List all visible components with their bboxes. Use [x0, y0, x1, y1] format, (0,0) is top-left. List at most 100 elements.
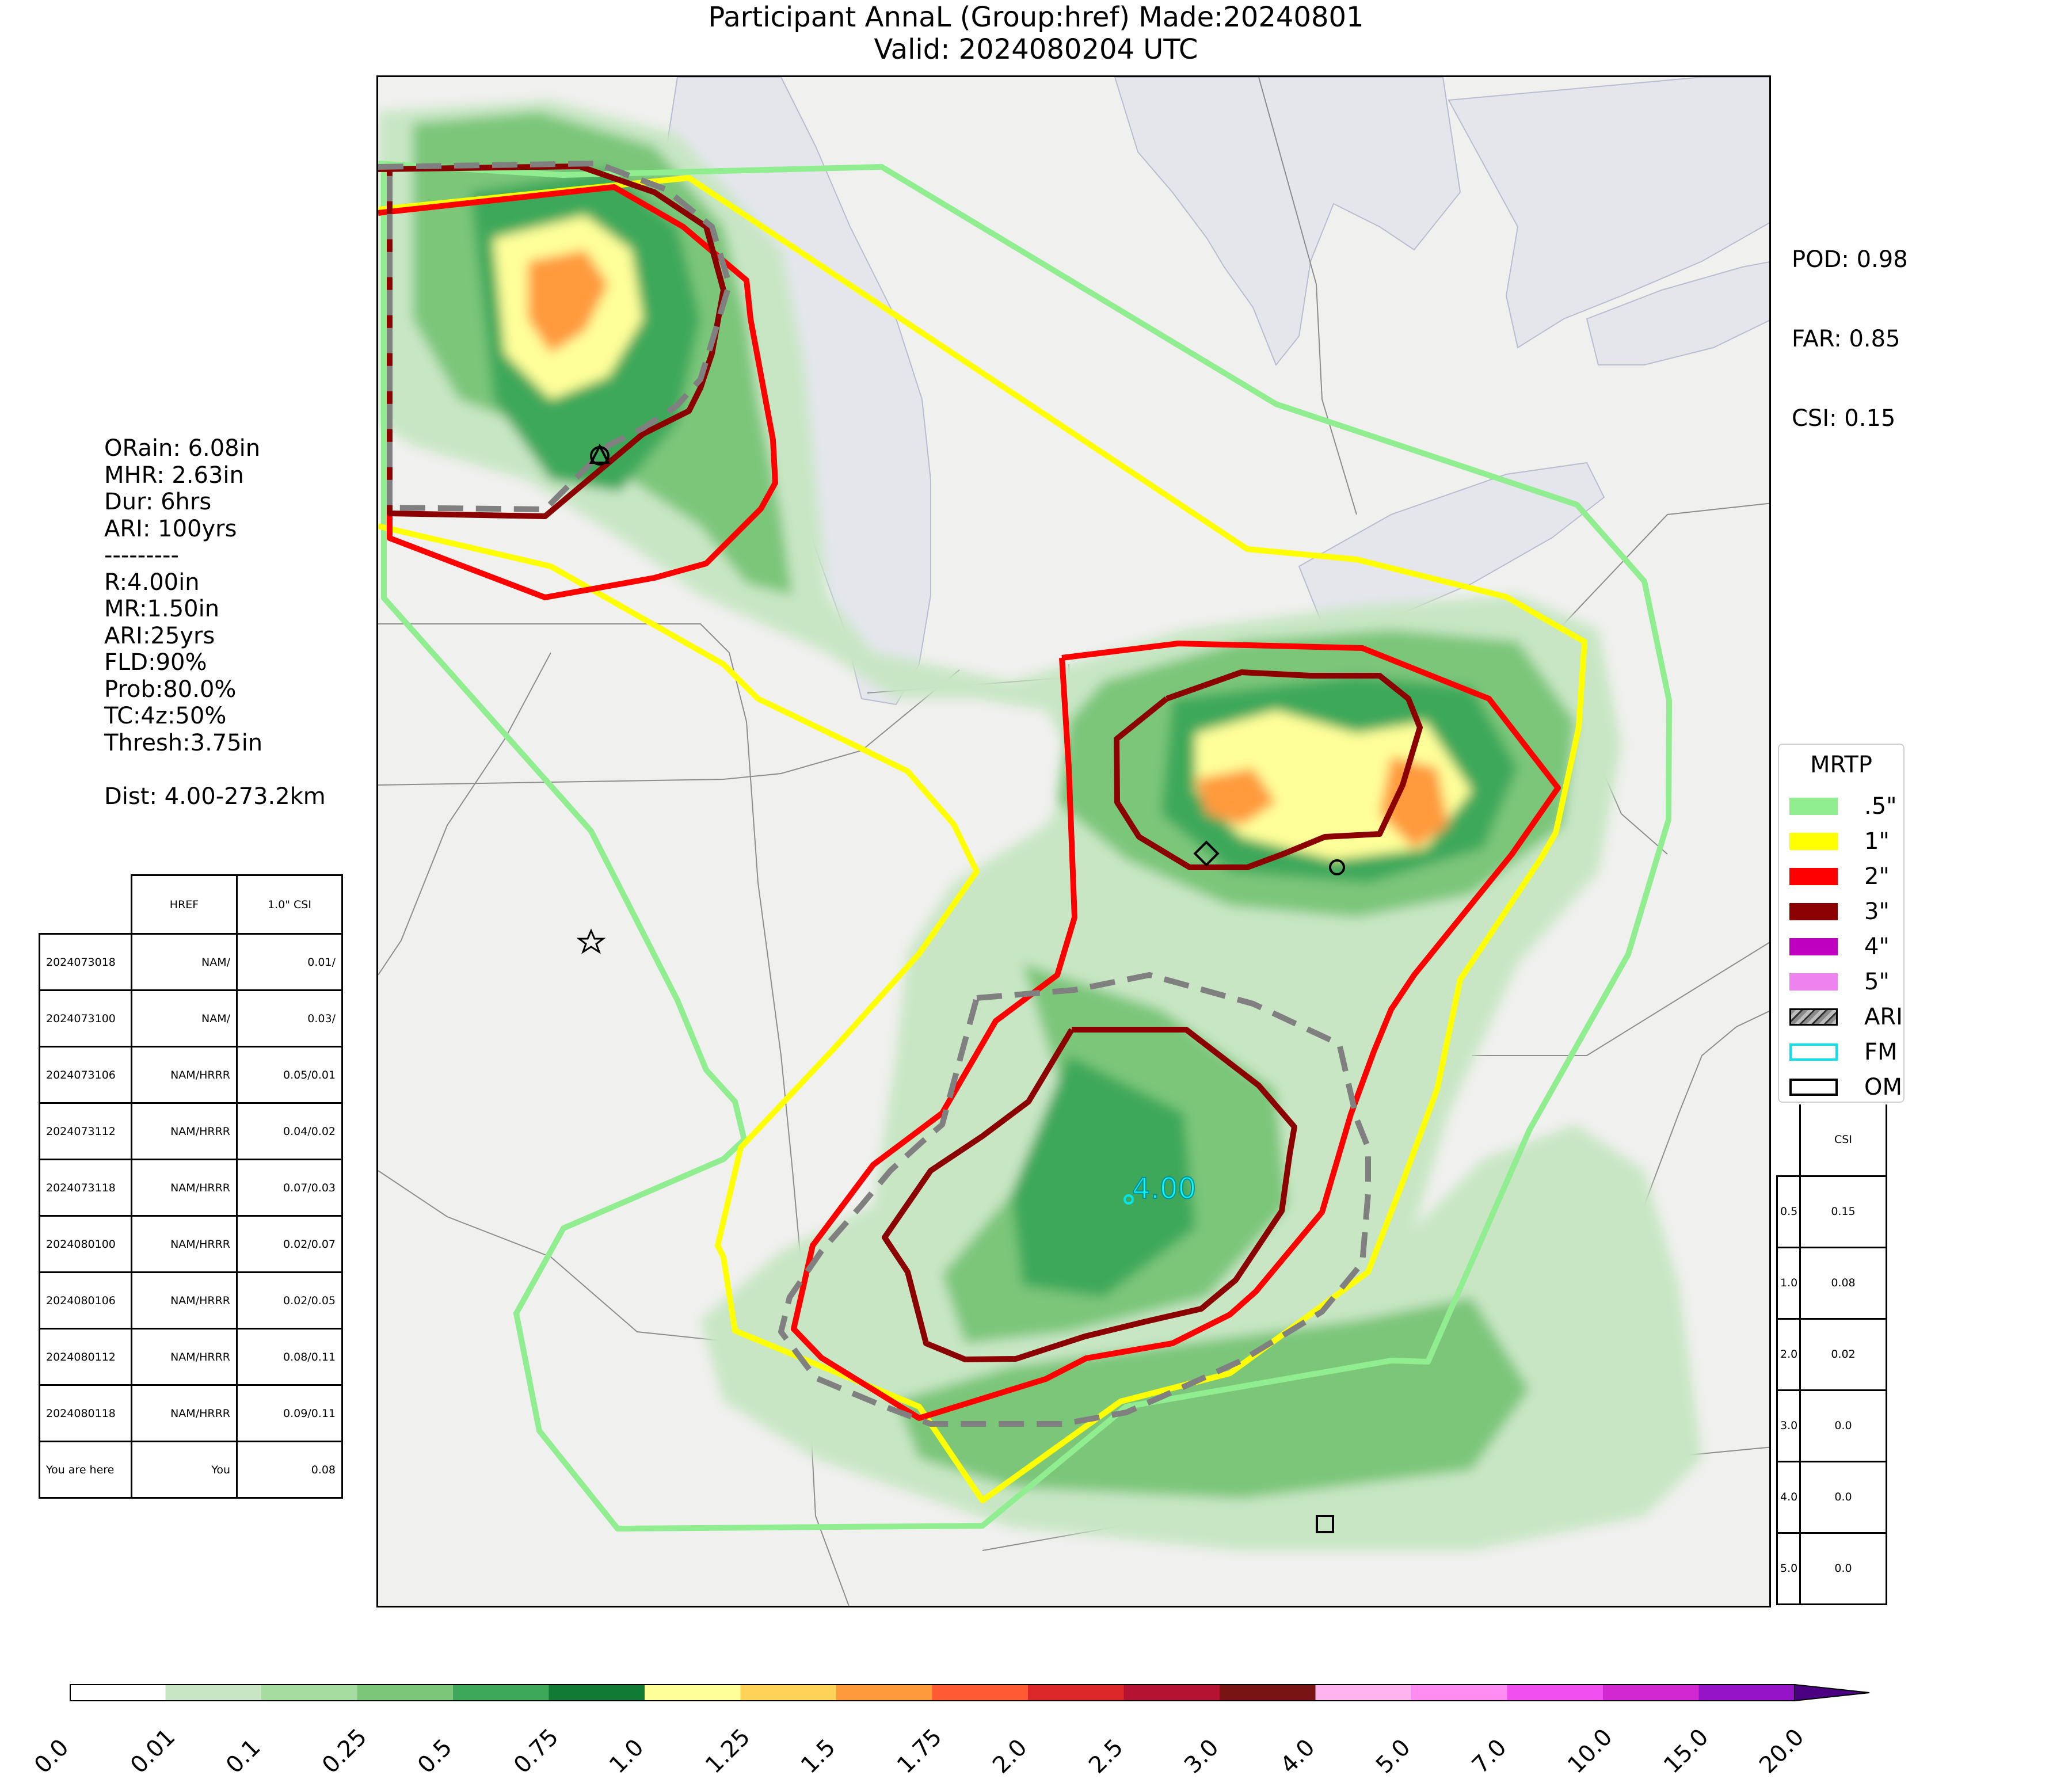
colorbar-tick-label: 1.75	[892, 1724, 947, 1779]
colorbar-tick-label: 15.0	[1658, 1724, 1714, 1779]
diamond-marker	[1193, 840, 1220, 867]
table-cell: 0.01/	[236, 933, 343, 991]
colorbar-tick-label: 0.0	[29, 1734, 74, 1779]
table-row: 2024073112 NAM/HRRR 0.04/0.02	[39, 1102, 343, 1160]
table-cell: 5.0	[1776, 1532, 1801, 1605]
legend-swatch	[1789, 1079, 1838, 1096]
colorbar-segment	[1411, 1685, 1507, 1701]
table-cell: You are here	[39, 1441, 132, 1499]
table-row: 2024080118 NAM/HRRR 0.09/0.11	[39, 1384, 343, 1442]
colorbar-tick-label: 3.0	[1179, 1734, 1224, 1779]
table-row: 2024073018 NAM/0.01/	[39, 933, 343, 991]
csi-score: CSI: 0.15	[1792, 405, 1896, 432]
table-row: 4.0 0.0	[1776, 1460, 1887, 1534]
colorbar-tick-label: 5.0	[1371, 1734, 1416, 1779]
table-row: 1.0 0.08	[1776, 1246, 1887, 1320]
table-row: You are here You 0.08	[39, 1441, 343, 1499]
table-cell: 0.08	[236, 1441, 343, 1499]
colorbar-segment	[1698, 1685, 1795, 1701]
contour-3in-s	[882, 1027, 1297, 1362]
category-csi-table: CSI 0.5 0.15 1.0 0.08 2.0 0.02 3.0 0.0 4.0 0.…	[1776, 1104, 1887, 1605]
colorbar-segment	[932, 1685, 1029, 1701]
table-cell: 0.0	[1799, 1389, 1887, 1462]
info-line: R:4.00in	[104, 569, 200, 596]
far-score: FAR: 0.85	[1792, 326, 1900, 352]
table-cell: NAM/HRRR	[131, 1102, 238, 1160]
colorbar-tick-label: 0.25	[317, 1724, 372, 1779]
table-row: 2.0 0.02	[1776, 1317, 1887, 1391]
circle-marker	[1329, 859, 1345, 875]
table-row: 2024080112 NAM/HRRR 0.08/0.11	[39, 1328, 343, 1386]
legend-label: 2"	[1864, 863, 1890, 890]
contour-3in-ne	[1114, 669, 1423, 870]
mrtp-legend: MRTP .5" 1" 2" 3" 4" 5" ARI FM OM	[1778, 744, 1905, 1103]
event-info: ORain: 6.08in MHR: 2.63in Dur: 6hrs ARI:…	[104, 435, 326, 810]
legend-label: 4"	[1864, 934, 1890, 960]
table-header-cell: HREF	[131, 874, 238, 935]
table-cell: 0.02/0.07	[236, 1215, 343, 1273]
colorbar-tick-label: 1.0	[604, 1734, 649, 1779]
history-csi-table: HREF 1.0" CSI 2024073018 NAM/0.01/ 202407…	[39, 874, 343, 1499]
table-cell: NAM/HRRR	[131, 1046, 238, 1104]
table-cell: 0.08/0.11	[236, 1328, 343, 1386]
colorbar-tick-label: 2.0	[988, 1734, 1033, 1779]
colorbar-segment	[836, 1685, 932, 1701]
table-cell: 0.5	[1776, 1175, 1801, 1248]
colorbar-tick-label: 4.0	[1275, 1734, 1320, 1779]
colorbar-segment	[1028, 1685, 1124, 1701]
table-row: 3.0 0.0	[1776, 1389, 1887, 1462]
mrtp-contours	[378, 161, 1672, 1532]
table-header-row: CSI	[1777, 1104, 1887, 1177]
contour-3in-nw	[378, 163, 726, 519]
table-header-row: HREF 1.0" CSI	[39, 874, 343, 935]
table-row: 0.5 0.15	[1776, 1175, 1887, 1248]
legend-label: 5"	[1864, 969, 1890, 995]
table-header-cell	[39, 875, 132, 935]
table-cell: 0.08	[1799, 1246, 1887, 1320]
colorbar-outline	[70, 1684, 1795, 1701]
colorbar-segment	[549, 1685, 645, 1701]
colorbar-segment	[1315, 1685, 1412, 1701]
table-cell: 0.15	[1799, 1175, 1887, 1248]
table-cell: 0.09/0.11	[236, 1384, 343, 1442]
legend-label: 3"	[1864, 898, 1890, 925]
observation-markers	[576, 443, 1345, 1533]
table-cell: 0.0	[1799, 1460, 1887, 1534]
colorbar-segment	[1123, 1685, 1220, 1701]
table-cell: 0.03/	[236, 989, 343, 1047]
colorbar-segment	[1220, 1685, 1316, 1701]
table-cell: 2024073118	[39, 1159, 132, 1217]
colorbar-tick-label: 0.01	[125, 1724, 181, 1779]
table-cell: 2024080112	[39, 1328, 132, 1386]
info-line: Prob:80.0%	[104, 676, 237, 703]
table-cell: NAM/	[131, 989, 238, 1047]
table-cell: 2024080106	[39, 1271, 132, 1330]
chart-subtitle: Valid: 2024080204 UTC	[874, 33, 1198, 66]
legend-swatch	[1789, 868, 1838, 885]
table-row: 2024073106 NAM/HRRR 0.05/0.01	[39, 1046, 343, 1104]
table-cell: 2024073112	[39, 1102, 132, 1160]
colorbar-segment	[70, 1685, 166, 1701]
table-row: 5.0 0.0	[1776, 1532, 1887, 1605]
colorbar-segment	[645, 1685, 741, 1701]
table-cell: 0.04/0.02	[236, 1102, 343, 1160]
info-line	[104, 756, 326, 783]
info-line: ARI:25yrs	[104, 622, 215, 649]
table-cell: 0.07/0.03	[236, 1159, 343, 1217]
colorbar-segment	[165, 1685, 262, 1701]
colorbar-extend-arrow	[1794, 1683, 1870, 1702]
legend-swatch	[1789, 903, 1838, 920]
colorbar-segment	[1603, 1685, 1699, 1701]
colorbar-tick-label: 1.25	[700, 1724, 756, 1779]
map-panel[interactable]: 4.00	[376, 75, 1771, 1607]
info-line: Dur: 6hrs	[104, 489, 212, 515]
table-cell: 3.0	[1776, 1389, 1801, 1462]
colorbar-tick-label: 0.5	[413, 1734, 458, 1779]
table-header-cell: 1.0" CSI	[236, 874, 343, 935]
legend-swatch	[1789, 833, 1838, 850]
table-header-cell	[1777, 1104, 1801, 1177]
table-cell: NAM/HRRR	[131, 1271, 238, 1330]
table-row: 2024080106 NAM/HRRR 0.02/0.05	[39, 1271, 343, 1330]
table-cell: NAM/HRRR	[131, 1384, 238, 1442]
legend-label: FM	[1864, 1039, 1898, 1065]
